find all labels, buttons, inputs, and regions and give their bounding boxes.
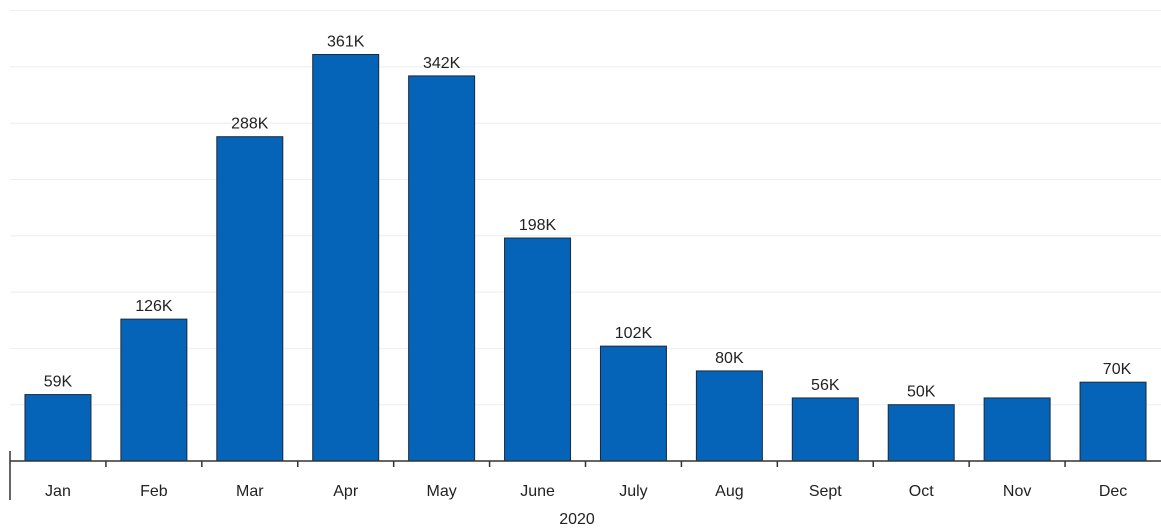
bar-july <box>599 345 667 462</box>
x-axis-title: 2020 <box>559 511 595 528</box>
x-tick-label-aug: Aug <box>715 483 743 500</box>
x-tick-label-jan: Jan <box>45 483 71 500</box>
data-label-june: 198K <box>519 217 557 234</box>
x-tick-label-june: June <box>520 483 555 500</box>
bar-june <box>504 237 572 462</box>
data-label-may: 342K <box>423 55 461 72</box>
gridlines <box>10 10 1161 406</box>
data-label-feb: 126K <box>135 298 173 315</box>
data-label-apr: 361K <box>327 33 365 50</box>
data-label-mar: 288K <box>231 116 269 133</box>
data-label-aug: 80K <box>715 350 744 367</box>
bar-jan <box>24 394 92 462</box>
bar-mar <box>216 136 284 462</box>
bar-may <box>408 75 476 462</box>
bar-nov <box>983 397 1051 462</box>
x-tick-label-nov: Nov <box>1003 483 1031 500</box>
data-label-sept: 56K <box>811 377 840 394</box>
bar-aug <box>695 370 763 462</box>
x-tick-label-sept: Sept <box>809 483 842 500</box>
bar-dec <box>1079 381 1147 462</box>
bar-apr <box>312 53 380 462</box>
x-tick-label-july: July <box>619 483 647 500</box>
bar-sept <box>791 397 859 462</box>
bars <box>24 53 1147 462</box>
x-tick-label-apr: Apr <box>333 483 359 500</box>
x-tick-label-oct: Oct <box>909 483 934 500</box>
x-tick-labels: Jan Feb Mar Apr May June July Aug Sept Oct Nov Dec <box>45 461 1127 500</box>
bar-oct <box>887 404 955 462</box>
x-tick-label-dec: Dec <box>1099 483 1127 500</box>
data-label-july: 102K <box>615 325 653 342</box>
x-tick-label-mar: Mar <box>236 483 264 500</box>
data-label-dec: 70K <box>1103 361 1132 378</box>
data-label-oct: 50K <box>907 384 936 401</box>
bar-feb <box>120 318 188 462</box>
data-label-jan: 59K <box>44 374 73 391</box>
x-tick-label-may: May <box>427 483 457 500</box>
x-tick-label-feb: Feb <box>140 483 168 500</box>
data-labels: 59K 126K 288K 361K 342K 198K 102K 80K 56K 50K 70K <box>44 33 1132 400</box>
